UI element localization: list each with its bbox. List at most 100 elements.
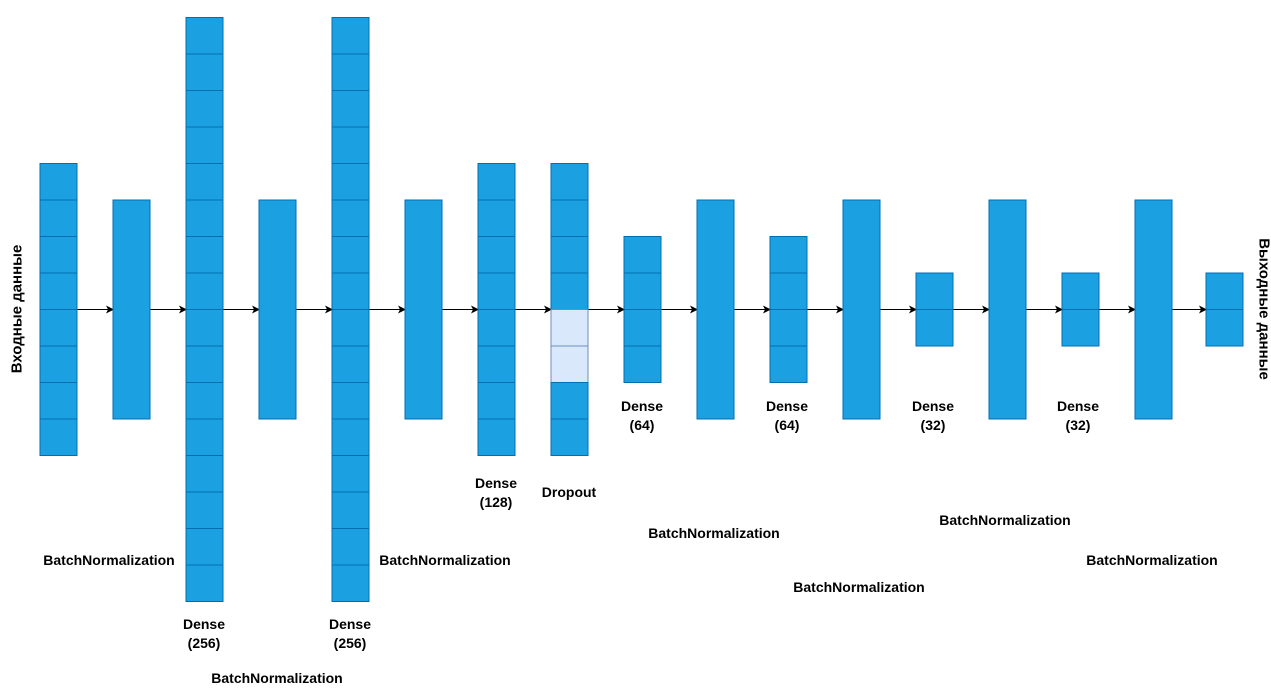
layer-15-label: Dense(32) <box>1057 397 1099 435</box>
batchnorm-bar <box>989 200 1026 419</box>
neuron-cell <box>40 237 77 274</box>
neuron-cell <box>332 18 369 55</box>
layer-4-batchnorm <box>259 200 296 419</box>
layer-14-label: BatchNormalization <box>939 511 1070 530</box>
layer-label-line: (32) <box>1057 416 1099 435</box>
neuron-cell <box>770 237 807 274</box>
layer-label-line: BatchNormalization <box>648 524 779 543</box>
neuron-cell <box>40 346 77 383</box>
layer-label-line: (32) <box>912 416 954 435</box>
layer-7-label: Dense(128) <box>475 474 517 512</box>
neuron-cell <box>551 419 588 456</box>
neuron-cell <box>916 273 953 310</box>
neuron-cell <box>332 127 369 164</box>
layer-15-dense <box>1062 273 1099 346</box>
layer-2-label: BatchNormalization <box>43 551 174 570</box>
layer-label-line: Dense <box>766 397 808 416</box>
output-data-label: Выходные данные <box>1256 238 1271 380</box>
dropped-neuron <box>551 310 588 347</box>
layer-6-batchnorm <box>405 200 442 419</box>
neuron-cell <box>40 200 77 237</box>
neuron-cell <box>1206 273 1243 310</box>
layer-1-input <box>40 164 77 456</box>
neuron-cell <box>1206 310 1243 347</box>
layer-11-dense <box>770 237 807 383</box>
layer-5-label: Dense(256) <box>329 615 371 653</box>
layer-label-line: BatchNormalization <box>939 511 1070 530</box>
neuron-cell <box>551 237 588 274</box>
neuron-cell <box>40 164 77 201</box>
neuron-cell <box>770 273 807 310</box>
neuron-cell <box>478 310 515 347</box>
layer-10-batchnorm <box>697 200 734 419</box>
layer-11-label: Dense(64) <box>766 397 808 435</box>
neuron-cell <box>624 310 661 347</box>
neuron-cell <box>916 310 953 347</box>
layer-17-output <box>1206 273 1243 346</box>
neuron-cell <box>551 273 588 310</box>
layer-label-line: (64) <box>766 416 808 435</box>
neuron-cell <box>186 54 223 91</box>
layer-label-line: Dense <box>621 397 663 416</box>
neuron-cell <box>551 164 588 201</box>
neuron-cell <box>1062 273 1099 310</box>
batchnorm-bar <box>405 200 442 419</box>
neuron-cell <box>186 18 223 55</box>
layer-8-label: Dropout <box>542 483 596 502</box>
neuron-cell <box>186 200 223 237</box>
neuron-cell <box>478 200 515 237</box>
layer-14-batchnorm <box>989 200 1026 419</box>
neuron-cell <box>186 565 223 602</box>
neuron-cell <box>1062 310 1099 347</box>
layer-13-dense <box>916 273 953 346</box>
batchnorm-bar <box>113 200 150 419</box>
neuron-cell <box>40 419 77 456</box>
layer-6-label: BatchNormalization <box>379 551 510 570</box>
layer-label-line: BatchNormalization <box>379 551 510 570</box>
layer-label-line: BatchNormalization <box>793 578 924 597</box>
neuron-cell <box>478 164 515 201</box>
batchnorm-bar <box>697 200 734 419</box>
neuron-cell <box>770 346 807 383</box>
neuron-cell <box>332 164 369 201</box>
neuron-cell <box>624 346 661 383</box>
neuron-cell <box>332 383 369 420</box>
neuron-cell <box>186 456 223 493</box>
neuron-cell <box>332 237 369 274</box>
layer-label-line: Dense <box>183 615 225 634</box>
layer-label-line: Dense <box>329 615 371 634</box>
neuron-cell <box>186 273 223 310</box>
layer-label-line: (64) <box>621 416 663 435</box>
layer-label-line: BatchNormalization <box>211 669 342 688</box>
layer-9-dense <box>624 237 661 383</box>
batchnorm-bar <box>843 200 880 419</box>
layer-label-line: BatchNormalization <box>1086 551 1217 570</box>
neuron-cell <box>478 419 515 456</box>
batchnorm-bar <box>259 200 296 419</box>
neuron-cell <box>551 383 588 420</box>
neuron-cell <box>332 310 369 347</box>
layer-8-dropout <box>551 164 588 456</box>
neuron-cell <box>770 310 807 347</box>
neuron-cell <box>332 346 369 383</box>
neuron-cell <box>624 273 661 310</box>
neuron-cell <box>40 310 77 347</box>
input-data-label: Входные данные <box>9 245 26 374</box>
neuron-cell <box>186 529 223 566</box>
neuron-cell <box>186 237 223 274</box>
neuron-cell <box>478 346 515 383</box>
layer-13-label: Dense(32) <box>912 397 954 435</box>
layer-16-batchnorm <box>1135 200 1172 419</box>
layer-label-line: (256) <box>183 634 225 653</box>
neuron-cell <box>332 492 369 529</box>
neuron-cell <box>332 91 369 128</box>
layer-4-label: BatchNormalization <box>211 669 342 688</box>
neuron-cell <box>332 419 369 456</box>
neuron-cell <box>624 237 661 274</box>
layer-label-line: Dense <box>475 474 517 493</box>
layer-label-line: (256) <box>329 634 371 653</box>
neuron-cell <box>40 383 77 420</box>
neuron-cell <box>332 200 369 237</box>
layer-3-label: Dense(256) <box>183 615 225 653</box>
neuron-cell <box>186 164 223 201</box>
